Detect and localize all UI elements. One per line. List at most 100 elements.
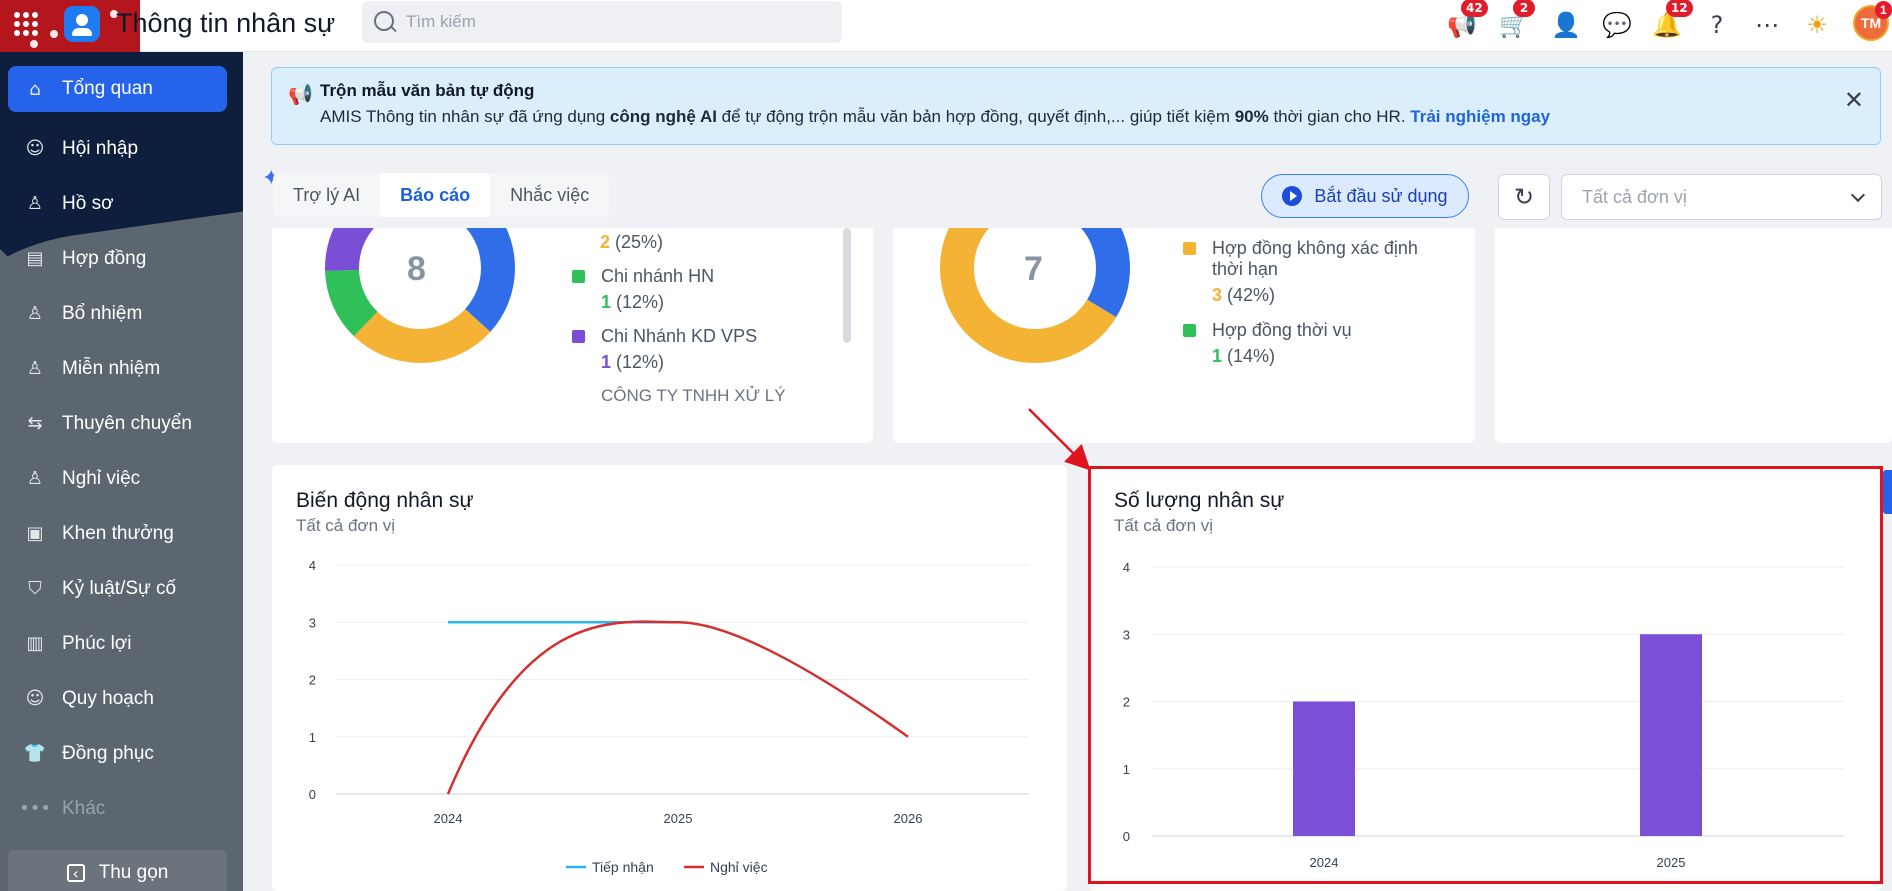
search-icon [374,11,394,31]
refresh-button[interactable]: ↻ [1498,174,1550,220]
lightbulb-icon[interactable]: ☀ [1806,11,1828,39]
cart-icon[interactable]: 🛒 2 [1497,0,1535,42]
search-box[interactable] [362,1,842,43]
chart-subtitle: Tất cả đơn vị [1114,516,1214,535]
sidebar-item-bo-nhiem[interactable]: ♙ Bổ nhiệm [0,286,243,341]
banner-text-part: AMIS Thông tin nhân sự đã ứng dụng [320,107,610,126]
legend-label: Nghỉ việc [710,859,768,875]
sidebar-item-khen-thuong[interactable]: ▣ Khen thưởng [0,506,243,561]
sidebar-item-tong-quan[interactable]: ⌂ Tổng quan [8,66,227,112]
user-icon: ♙ [26,193,44,214]
banner-title: Trộn mẫu văn bản tự động [320,81,535,100]
y-tick-label: 1 [309,730,316,745]
more-options-icon[interactable]: ⋯ [1755,11,1779,39]
y-tick-label: 0 [1123,829,1130,844]
chart-title: Số lượng nhân sự [1114,489,1285,512]
legend-count: 1 [601,292,612,312]
y-tick-label: 2 [1123,695,1130,710]
add-user-icon[interactable]: 👤 [1551,11,1581,39]
y-tick-label: 0 [309,787,316,802]
app-grid-icon[interactable] [14,12,38,36]
sidebar-item-label: Quy hoạch [62,687,154,709]
sidebar-item-label: Nghỉ việc [62,467,141,489]
banner-text-part: thời gian cho HR. [1268,107,1411,126]
sidebar-item-mien-nhiem[interactable]: ♙ Miễn nhiệm [0,341,243,396]
y-tick-label: 1 [1123,762,1130,777]
sidebar-item-nghi-viec[interactable]: ♙ Nghỉ việc [0,451,243,506]
sidebar-item-hop-dong[interactable]: ▤ Hợp đồng [0,231,243,286]
donut-chart-units [325,228,515,363]
shirt-icon: 👕 [23,743,47,764]
banner-try-link[interactable]: Trải nghiệm ngay [1410,107,1551,126]
search-input[interactable] [406,9,826,35]
bell-badge: 12 [1666,0,1693,17]
chart-title: Biến động nhân sự [296,489,474,512]
line-chart: 0 1 2 3 4 2024 2025 2026 Tiếp nhận Nghỉ việc [309,558,1029,875]
planning-icon: ☺ [25,688,45,709]
chevron-down-icon [1850,187,1866,203]
chat-icon[interactable]: 💬 [1602,11,1632,39]
legend-name: Chi nhánh HN [601,266,715,286]
unit-select-value: Tất cả đơn vị [1582,187,1687,207]
highlight-box [1088,466,1883,884]
megaphone-badge: 42 [1461,0,1488,17]
avatar[interactable]: TM 1 [1853,1,1892,41]
legend-value: 1 (12%) [601,352,664,373]
sidebar-item-label: Thuyên chuyển [62,412,192,434]
sidebar-item-phuc-loi[interactable]: ▥ Phúc lợi [0,616,243,671]
close-icon[interactable]: ✕ [1843,86,1864,114]
staff-count-card: Số lượng nhân sự Tất cả đơn vị 0 1 2 3 4 2024… [1090,465,1882,891]
bell-icon[interactable]: 🔔 12 [1650,0,1693,42]
scrollbar[interactable] [843,228,851,343]
avatar-initials: TM [1860,15,1882,31]
banner-text-part: để tự động trộn mẫu văn bản hợp đồng, qu… [716,107,1235,126]
tab-reminders[interactable]: Nhắc việc [510,184,590,205]
legend-count: 2 [600,232,611,252]
play-icon [1282,186,1303,206]
banner-text-bold: công nghệ AI [609,107,717,126]
legend-pct: (14%) [1222,346,1276,366]
y-tick-label: 3 [1123,627,1130,642]
sidebar-item-label: Miễn nhiệm [62,357,161,379]
start-using-button[interactable]: Bắt đầu sử dụng [1261,174,1469,218]
tab-reports[interactable]: Báo cáo [380,173,491,217]
sidebar-item-label: Hội nhập [62,137,139,159]
donut-segment-yellow [325,228,515,363]
tab-ai-assistant[interactable]: Trợ lý AI [293,184,361,205]
sidebar-item-quy-hoach[interactable]: ☺ Quy hoạch [0,671,243,726]
sidebar-item-dong-phuc[interactable]: 👕 Đồng phục [0,726,243,781]
sidebar-item-khac[interactable]: ••• Khác [0,781,243,836]
sidebar-item-label: Tổng quan [62,78,153,99]
more-icon: ••• [19,798,51,819]
legend-item: Chi nhánh HN [572,266,714,287]
unit-distribution-card: 8 2 (25%) Chi nhánh HN 1 (12%) Chi Nhánh… [272,228,873,443]
y-tick-label: 4 [309,558,316,573]
sidebar-item-ky-luat[interactable]: ⛉ Kỷ luật/Sự cố [0,561,243,616]
donut-chart-contracts [940,228,1130,363]
sidebar-item-ho-so[interactable]: ♙ Hồ sơ [0,176,243,231]
sidebar-item-label: Hồ sơ [62,192,114,214]
app-logo-icon [64,6,100,42]
donut-segment-yellow [940,228,1130,363]
sidebar-item-label: Kỷ luật/Sự cố [62,577,177,599]
document-icon: ▤ [26,248,44,269]
side-handle[interactable] [1883,470,1892,514]
legend-name: Hợp đồng không xác định thời hạn [1212,238,1418,279]
x-tick-label: 2026 [894,811,923,826]
staff-movement-card: Biến động nhân sự Tất cả đơn vị 0 1 2 3 4 202… [272,465,1067,891]
user-minus-icon: ♙ [26,358,44,379]
sidebar-item-label: Hợp đồng [62,247,147,269]
y-tick-label: 4 [1123,560,1130,575]
help-icon[interactable]: ? [1710,11,1724,39]
donut-segment-blue [940,228,1130,363]
unit-select[interactable]: Tất cả đơn vị [1561,174,1882,220]
sidebar-item-thuyen-chuyen[interactable]: ⇆ Thuyên chuyển [0,396,243,451]
banner-text-bold: 90% [1234,107,1269,126]
sidebar-item-hoi-nhap[interactable]: ☺ Hội nhập [0,121,243,176]
collapse-button[interactable]: ‹ Thu gọn [8,850,227,891]
chart-subtitle: Tất cả đơn vị [296,516,396,535]
sidebar-item-label: Đồng phục [62,742,154,764]
user-leave-icon: ♙ [26,468,44,489]
x-tick-label: 2024 [1310,855,1339,870]
megaphone-icon[interactable]: 📢 42 [1445,0,1488,42]
